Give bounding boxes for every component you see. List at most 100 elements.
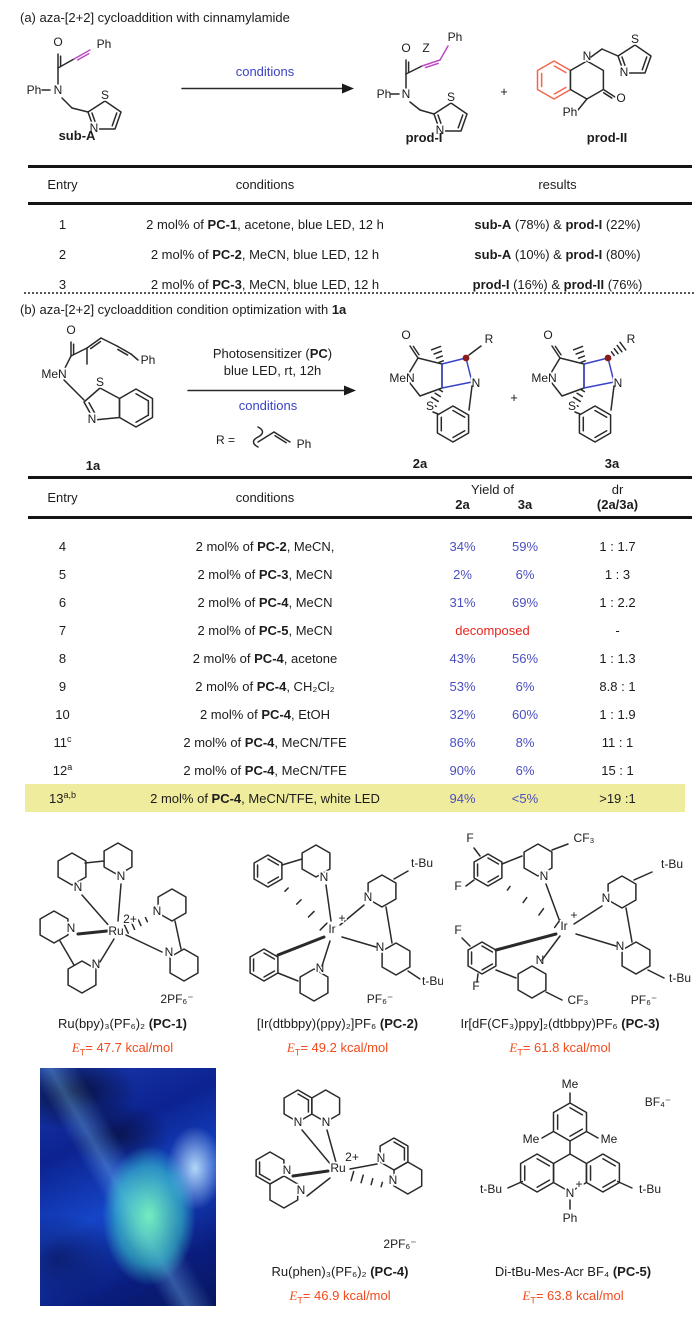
- atom-label: S: [426, 399, 434, 413]
- bond: [506, 885, 511, 891]
- ring: [249, 948, 279, 982]
- conditions-cell: 2 mol% of PC-3, MeCN: [100, 567, 430, 582]
- bond: [452, 430, 466, 439]
- col-2a-label: 2a: [455, 497, 470, 512]
- ring: [169, 948, 199, 982]
- dr-cell: 1 : 1.9: [599, 706, 636, 722]
- atom-label: N: [294, 1115, 303, 1129]
- bond: [461, 937, 471, 947]
- bold-text: PC-4: [211, 790, 242, 806]
- bond: [277, 972, 299, 982]
- text: 2 mol% of: [195, 678, 257, 694]
- bond: [419, 109, 435, 115]
- text: , MeCN/TFE: [274, 762, 347, 778]
- bond: [350, 1170, 355, 1182]
- et-pc-4: ET= 46.9 kcal/mol: [240, 1288, 440, 1306]
- bold-text: PC-4: [256, 678, 287, 694]
- bond: [541, 935, 561, 961]
- et-pc-5: ET= 63.8 kcal/mol: [460, 1288, 686, 1306]
- text: , acetone, blue LED, 12 h: [237, 216, 384, 232]
- bond: [321, 940, 331, 967]
- atom-label: N: [92, 957, 101, 971]
- atom-label: 2+: [123, 912, 137, 926]
- bond: [541, 1130, 555, 1139]
- ring: [311, 1089, 341, 1123]
- entry-number: 12: [52, 763, 68, 778]
- bond: [551, 345, 561, 359]
- entry-number: 4: [58, 538, 67, 554]
- bond: [633, 871, 653, 881]
- ring: [67, 960, 97, 994]
- bond: [545, 883, 561, 923]
- entry-cell: 2: [58, 246, 67, 262]
- bond: [63, 355, 72, 371]
- text: , MeCN: [288, 566, 333, 582]
- bond: [554, 345, 562, 356]
- atom-label: N: [620, 65, 629, 79]
- ring: [517, 965, 547, 999]
- bold-text: PC-4: [258, 594, 289, 610]
- bond: [573, 905, 603, 925]
- section-b-title-text: (b) aza-[2+2] cycloaddition condition op…: [20, 302, 332, 317]
- et-pc-2: ET= 49.2 kcal/mol: [235, 1040, 440, 1058]
- bond: [487, 875, 500, 883]
- bond: [81, 894, 111, 928]
- bond: [481, 945, 494, 953]
- atom-label: N: [283, 1163, 292, 1177]
- bond: [437, 114, 444, 129]
- bold-text: PC-4: [244, 762, 275, 778]
- bond: [468, 385, 473, 411]
- entry-cell: 12a: [25, 762, 100, 778]
- atom-label: 2PF₆⁻: [383, 1237, 416, 1251]
- bond: [59, 940, 75, 966]
- table-a-header: Entry conditions results: [25, 172, 685, 196]
- table-b-row: 5 2 mol% of PC-3, MeCN 2% 6% 1 : 3: [25, 560, 685, 588]
- et-pc-3: ET= 61.8 kcal/mol: [445, 1040, 675, 1058]
- table-b-row: 7 2 mol% of PC-5, MeCN decomposed -: [25, 616, 685, 644]
- et-sub: T: [297, 1295, 303, 1306]
- ring: [569, 60, 605, 100]
- atom-label: F: [472, 979, 479, 993]
- et-value: = 47.7 kcal/mol: [85, 1040, 174, 1055]
- atom-label: PF₆⁻: [367, 992, 394, 1006]
- bond: [641, 56, 648, 71]
- text: 2 mol% of: [150, 790, 212, 806]
- bond: [117, 348, 129, 356]
- table-a-header-conditions: conditions: [235, 176, 295, 192]
- arrow-head: [344, 385, 356, 396]
- atom-label: t-Bu: [480, 1182, 502, 1196]
- bond: [610, 351, 615, 357]
- bond: [349, 1163, 378, 1170]
- atom-label: N: [436, 123, 445, 137]
- bond: [393, 870, 409, 880]
- bond: [63, 379, 73, 389]
- bond: [70, 347, 88, 357]
- atom-label: N: [165, 945, 174, 959]
- bond: [572, 345, 584, 351]
- bond: [602, 88, 616, 98]
- text: , MeCN/TFE: [274, 734, 347, 750]
- bond: [76, 929, 109, 936]
- atom-label: F: [466, 831, 473, 845]
- text: (22%): [602, 216, 641, 232]
- bond: [522, 896, 528, 904]
- squiggle-bond: [252, 426, 264, 448]
- bond: [123, 923, 129, 934]
- label-1a: 1a: [85, 458, 101, 473]
- bond: [594, 430, 608, 439]
- text: (76%): [604, 276, 643, 292]
- entry-number: 9: [58, 678, 67, 694]
- yield-3a-cell: 8%: [515, 734, 535, 750]
- bold-text: sub-A: [474, 216, 512, 232]
- section-b-title-compound: 1a: [331, 302, 347, 317]
- bond: [393, 1141, 406, 1149]
- bond: [276, 935, 326, 957]
- bond: [434, 392, 442, 398]
- entry-footnote: a,b: [63, 790, 76, 800]
- bond: [91, 112, 98, 127]
- pc5-formula: Di-tBu-Mes-Acr BF₄: [494, 1264, 613, 1279]
- pc5-name: (PC-5): [612, 1264, 652, 1279]
- bold-text: PC-3: [212, 276, 242, 292]
